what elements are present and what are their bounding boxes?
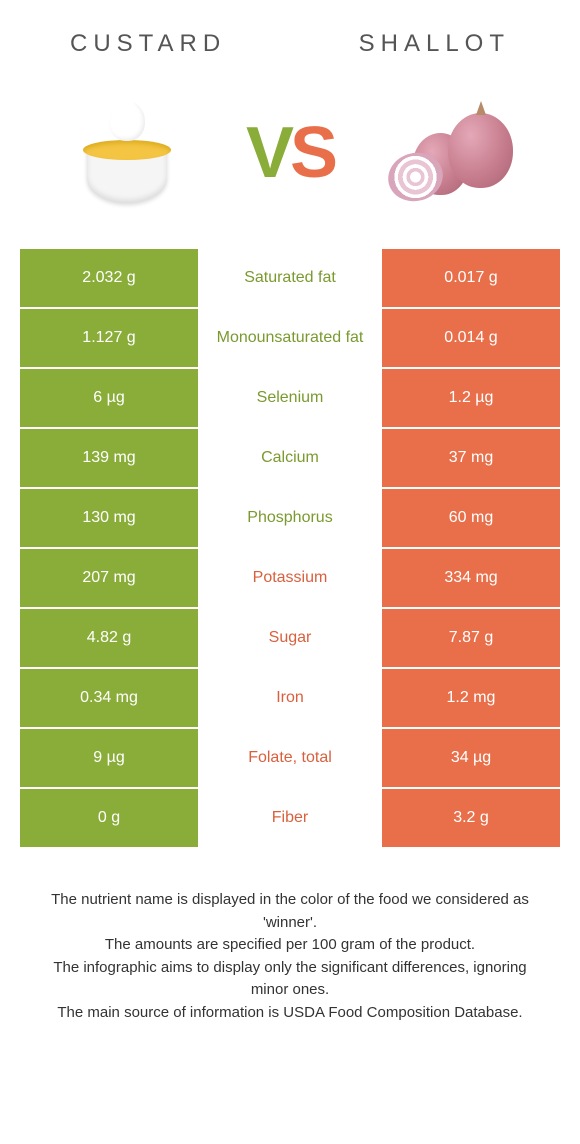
table-row: 207 mgPotassium334 mg (20, 549, 560, 609)
comparison-table: 2.032 gSaturated fat0.017 g1.127 gMonoun… (20, 248, 560, 849)
right-value: 0.014 g (380, 309, 560, 367)
left-value: 130 mg (20, 489, 200, 547)
nutrient-label: Monounsaturated fat (200, 309, 380, 367)
footer-line: The nutrient name is displayed in the co… (40, 889, 540, 934)
footer-line: The main source of information is USDA F… (40, 1002, 540, 1025)
vs-label: VS (246, 112, 334, 194)
nutrient-label: Phosphorus (200, 489, 380, 547)
left-value: 2.032 g (20, 249, 200, 307)
nutrient-label: Fiber (200, 789, 380, 847)
right-value: 0.017 g (380, 249, 560, 307)
nutrient-label: Sugar (200, 609, 380, 667)
images-row: VS (0, 68, 580, 248)
left-value: 0.34 mg (20, 669, 200, 727)
left-value: 139 mg (20, 429, 200, 487)
nutrient-label: Iron (200, 669, 380, 727)
nutrient-label: Potassium (200, 549, 380, 607)
nutrient-label: Selenium (200, 369, 380, 427)
nutrient-label: Folate, total (200, 729, 380, 787)
table-row: 9 µgFolate, total34 µg (20, 729, 560, 789)
vs-s: S (290, 113, 334, 193)
table-row: 139 mgCalcium37 mg (20, 429, 560, 489)
table-row: 1.127 gMonounsaturated fat0.014 g (20, 309, 560, 369)
left-value: 207 mg (20, 549, 200, 607)
right-value: 60 mg (380, 489, 560, 547)
table-row: 4.82 gSugar7.87 g (20, 609, 560, 669)
title-left: custard (70, 30, 226, 58)
table-row: 0 gFiber3.2 g (20, 789, 560, 849)
left-value: 9 µg (20, 729, 200, 787)
nutrient-label: Calcium (200, 429, 380, 487)
table-row: 2.032 gSaturated fat0.017 g (20, 249, 560, 309)
right-value: 7.87 g (380, 609, 560, 667)
table-row: 0.34 mgIron1.2 mg (20, 669, 560, 729)
footer-line: The amounts are specified per 100 gram o… (40, 934, 540, 957)
left-value: 0 g (20, 789, 200, 847)
vs-v: V (246, 113, 290, 193)
left-value: 4.82 g (20, 609, 200, 667)
right-value: 1.2 mg (380, 669, 560, 727)
table-row: 130 mgPhosphorus60 mg (20, 489, 560, 549)
right-value: 1.2 µg (380, 369, 560, 427)
title-right: shallot (359, 30, 510, 58)
footer-line: The infographic aims to display only the… (40, 957, 540, 1002)
left-value: 1.127 g (20, 309, 200, 367)
right-value: 3.2 g (380, 789, 560, 847)
custard-icon (52, 88, 202, 218)
nutrient-label: Saturated fat (200, 249, 380, 307)
right-value: 34 µg (380, 729, 560, 787)
right-value: 37 mg (380, 429, 560, 487)
shallot-icon (378, 88, 528, 218)
right-value: 334 mg (380, 549, 560, 607)
table-row: 6 µgSelenium1.2 µg (20, 369, 560, 429)
left-value: 6 µg (20, 369, 200, 427)
footer-notes: The nutrient name is displayed in the co… (0, 849, 580, 1024)
header: custard shallot (0, 0, 580, 68)
